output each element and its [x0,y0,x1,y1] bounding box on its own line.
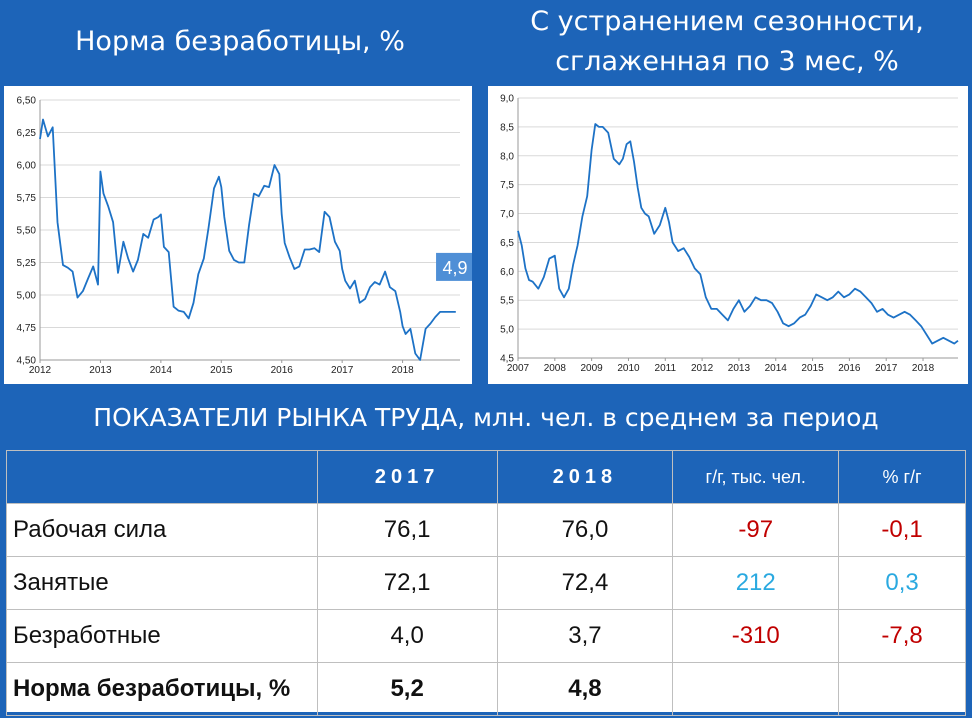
x-tick-label: 2013 [728,363,751,374]
y-tick-label: 5,0 [500,325,514,336]
y-tick-label: 4,50 [17,356,37,367]
table-row: Норма безработицы, % 5,2 4,8 [6,662,966,716]
x-tick-label: 2010 [617,363,640,374]
y-tick-label: 8,5 [500,122,514,133]
header-yoy-abs: г/г, тыс. чел. [672,450,840,504]
right-chart-title: С устранением сезонности, сглаженная по … [530,6,924,77]
header-2018: 2018 [496,450,674,504]
value-yoy-pct: 0,3 [838,556,966,610]
x-tick-label: 2017 [875,363,898,374]
y-tick-label: 4,5 [500,354,514,365]
value-yoy-pct: -7,8 [838,609,966,663]
seasonally-adjusted-chart: 9,0 8,5 8,0 7,5 7,0 6,5 6,0 5,5 5,0 4,5 2007 2008 20… [488,86,968,384]
x-tick-label: 2015 [210,365,233,376]
table-header-row: 2017 2018 г/г, тыс. чел. % г/г [6,450,966,504]
value-2017: 72,1 [316,556,498,610]
value-yoy-pct: -0,1 [838,503,966,557]
x-tick-label: 2015 [801,363,824,374]
value-2018: 3,7 [496,609,674,663]
y-tick-label: 6,0 [500,267,514,278]
header-2017: 2017 [316,450,498,504]
row-label: Норма безработицы, % [6,662,318,716]
labor-market-table: 2017 2018 г/г, тыс. чел. % г/г Рабочая с… [6,450,966,716]
value-yoy-pct [838,662,966,716]
x-tick-label: 2017 [331,365,354,376]
value-yoy-abs: -310 [672,609,840,663]
x-tick-label: 2007 [507,363,530,374]
y-tick-label: 4,75 [17,323,37,334]
y-tick-label: 6,5 [500,238,514,249]
value-2017: 76,1 [316,503,498,557]
x-tick-label: 2018 [391,365,414,376]
x-tick-label: 2013 [89,365,112,376]
value-yoy-abs: 212 [672,556,840,610]
x-tick-label: 2014 [765,363,788,374]
labor-market-table-title: ПОКАЗАТЕЛИ РЫНКА ТРУДА, млн. чел. в сред… [93,403,879,432]
value-2018: 72,4 [496,556,674,610]
x-tick-label: 2016 [271,365,294,376]
annotation-box [436,252,472,281]
x-tick-label: 2009 [581,363,604,374]
unemployment-rate-svg: 6,50 6,25 6,00 5,75 5,50 5,25 5,00 4,75 4,502012… [17,96,472,376]
y-tick-label: 5,75 [17,193,37,204]
value-2018: 76,0 [496,503,674,557]
x-tick-label: 2008 [544,363,567,374]
table-row: Занятые 72,1 72,4 212 0,3 [6,556,966,610]
header-yoy-pct: % г/г [838,450,966,504]
left-chart-title: Норма безработицы, % [75,26,405,57]
x-tick-label: 2018 [912,363,935,374]
y-tick-label: 5,50 [17,226,37,237]
row-label: Занятые [6,556,318,610]
value-2017: 4,0 [316,609,498,663]
x-tick-label: 2014 [150,365,173,376]
unemployment-rate-chart: 6,50 6,25 6,00 5,75 5,50 5,25 5,00 4,75 4,50 2012… [4,86,472,384]
y-tick-label: 5,00 [17,291,37,302]
y-tick-label: 5,5 [500,296,514,307]
y-tick-label: 6,00 [17,161,37,172]
labor-market-table-container: 2017 2018 г/г, тыс. чел. % г/г Рабочая с… [6,450,966,716]
table-row: Рабочая сила 76,1 76,0 -97 -0,1 [6,503,966,557]
series-line [39,118,456,361]
row-label: Безработные [6,609,318,663]
row-label: Рабочая сила [6,503,318,557]
value-yoy-abs: -97 [672,503,840,557]
y-tick-label: 5,25 [17,258,37,269]
value-2017: 5,2 [316,662,498,716]
x-tick-label: 2012 [691,363,714,374]
x-tick-label: 2011 [655,363,677,374]
y-tick-label: 6,50 [17,96,37,107]
header-empty [6,450,318,504]
x-tick-label: 2016 [838,363,861,374]
table-body: Рабочая сила 76,1 76,0 -97 -0,1 Занятые 72,1 72… [6,503,966,716]
annotation-label: 4,9 [443,258,468,278]
value-yoy-abs [672,662,840,716]
value-2018: 4,8 [496,662,674,716]
x-tick-label: 2012 [29,365,52,376]
table-row: Безработные 4,0 3,7 -310 -7,8 [6,609,966,663]
y-tick-label: 9,0 [500,94,514,105]
y-tick-label: 6,25 [17,128,37,139]
y-tick-label: 7,0 [500,209,514,220]
series-line [517,123,959,345]
y-tick-label: 7,5 [500,180,514,191]
y-tick-label: 8,0 [500,151,514,162]
